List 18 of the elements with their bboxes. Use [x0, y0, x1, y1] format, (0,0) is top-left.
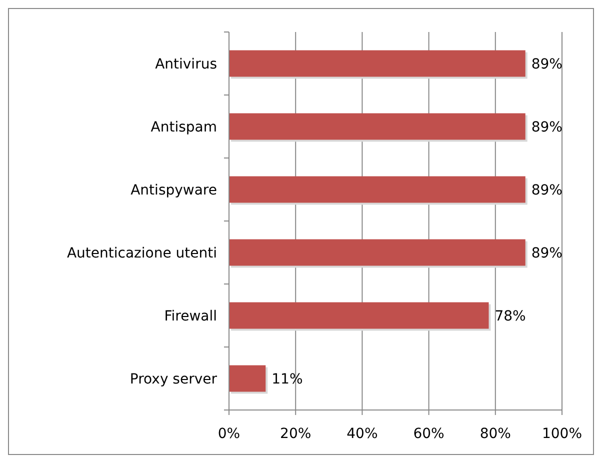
data-label: 11%	[272, 371, 303, 388]
data-label: 89%	[531, 245, 562, 262]
y-tick-label: Antispyware	[130, 182, 217, 198]
x-tick-label: 40%	[346, 426, 378, 442]
x-tick-label: 0%	[218, 426, 240, 442]
y-tick-label: Proxy server	[130, 371, 218, 388]
x-tick-label: 60%	[413, 426, 444, 442]
y-tick-label: Firewall	[164, 308, 217, 324]
y-tick-label: Antispam	[150, 119, 217, 136]
x-tick-label: 100%	[542, 426, 582, 442]
x-tick-label: 20%	[280, 426, 312, 442]
x-tick-label: 80%	[480, 426, 511, 442]
y-tick-label: Antivirus	[155, 56, 217, 72]
y-tick-label: Autenticazione utenti	[66, 245, 217, 262]
data-label: 89%	[531, 119, 562, 136]
data-label: 78%	[494, 308, 526, 324]
data-label: 89%	[531, 56, 562, 72]
data-label: 89%	[531, 182, 562, 198]
